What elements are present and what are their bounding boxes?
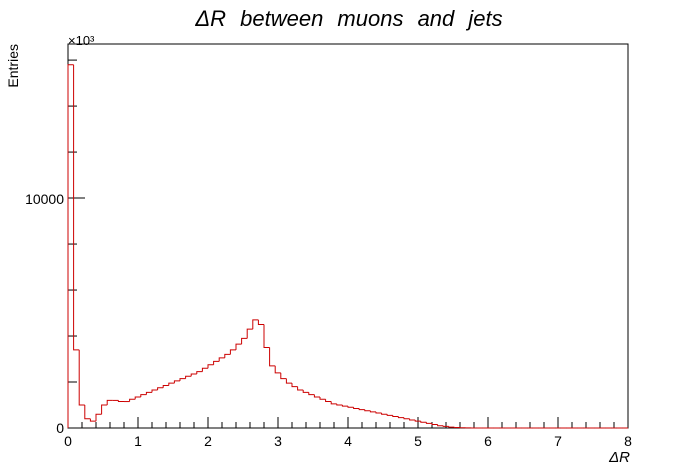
histogram-bin [448, 426, 455, 428]
histogram-bin [140, 394, 147, 397]
histogram-bin [420, 421, 427, 423]
histogram-bin [325, 399, 332, 403]
histogram-bin [207, 364, 214, 369]
histogram-bin [442, 425, 449, 427]
histogram-bin [196, 371, 203, 374]
histogram-bin [425, 422, 432, 424]
histogram-bin [347, 406, 354, 408]
chart-title: ΔR between muons and jets [194, 6, 502, 31]
histogram-bin [409, 418, 416, 421]
histogram-bin [246, 328, 253, 339]
histogram-bin [319, 396, 326, 400]
x-tick-label: 5 [414, 433, 422, 449]
histogram-bin [67, 64, 74, 428]
histogram-bin [89, 418, 96, 422]
histogram-bin [201, 367, 208, 372]
histogram-bin [291, 383, 298, 388]
x-axis-label: ΔR [608, 449, 630, 466]
histogram-bin [280, 372, 287, 380]
histogram-bin [397, 416, 404, 419]
histogram-bin [308, 392, 315, 396]
histogram-bin [78, 349, 85, 406]
histogram-bin [336, 403, 343, 406]
y-axis-multiplier: ×10³ [68, 33, 95, 48]
histogram-bin [168, 382, 175, 386]
plot-frame [67, 43, 629, 429]
histogram-bin [302, 390, 309, 393]
x-tick-label: 3 [274, 433, 282, 449]
histogram-bin [224, 353, 231, 358]
x-tick-label: 8 [624, 433, 632, 449]
histogram-bin [218, 357, 225, 362]
histogram-bin [173, 380, 180, 384]
y-axis-ticks [68, 59, 85, 429]
histogram-bin [364, 409, 371, 412]
histogram-bin [330, 401, 337, 405]
histogram-bin [358, 408, 365, 411]
histogram-bin [274, 365, 281, 374]
histogram-bin [353, 407, 360, 409]
histogram-bin [151, 389, 158, 393]
histogram-bin [106, 399, 113, 406]
histogram-bin [252, 319, 259, 330]
histogram-bin [145, 391, 152, 395]
histogram-bin [381, 413, 388, 415]
histogram-bin [73, 64, 80, 351]
y-tick-label: 10000 [25, 191, 64, 207]
histogram-bin [437, 424, 444, 427]
x-tick-label: 7 [554, 433, 562, 449]
histogram-bin [269, 347, 276, 367]
x-tick-label: 6 [484, 433, 492, 449]
histogram-bin [341, 405, 348, 407]
x-tick-label: 0 [64, 433, 72, 449]
histogram-bin [392, 415, 399, 418]
histogram-bin [297, 386, 304, 391]
x-tick-label: 1 [134, 433, 142, 449]
histogram-bin [369, 410, 376, 413]
histogram-bins [67, 64, 628, 429]
histogram-bin [241, 337, 248, 345]
histogram-bin [190, 373, 197, 377]
histogram-bin [101, 404, 108, 415]
histogram-bin [84, 405, 91, 420]
histogram-bin [213, 360, 220, 365]
histogram-bin [117, 400, 124, 403]
histogram-bin [285, 378, 292, 384]
histogram-bin [235, 343, 242, 350]
histogram-bin [229, 349, 236, 355]
histogram-bin [162, 384, 169, 388]
histogram-bin [403, 417, 410, 420]
y-axis-label: Entries [5, 44, 21, 88]
histogram-bin [129, 398, 136, 402]
x-tick-label: 2 [204, 433, 212, 449]
histogram-bin [95, 413, 102, 422]
histogram-bin [414, 419, 421, 422]
histogram-bin [257, 319, 264, 326]
histogram-bin [134, 396, 141, 400]
x-tick-label: 4 [344, 433, 352, 449]
histogram-bin [386, 414, 393, 416]
histogram-bin [375, 411, 382, 414]
x-axis-ticks [67, 417, 629, 428]
histogram-bin [185, 375, 192, 379]
y-tick-label: 0 [56, 420, 64, 436]
histogram-bin [431, 423, 438, 426]
histogram-bin [157, 387, 164, 391]
histogram-bin [313, 394, 320, 398]
histogram-bin [179, 378, 186, 381]
histogram-bin [263, 324, 270, 349]
